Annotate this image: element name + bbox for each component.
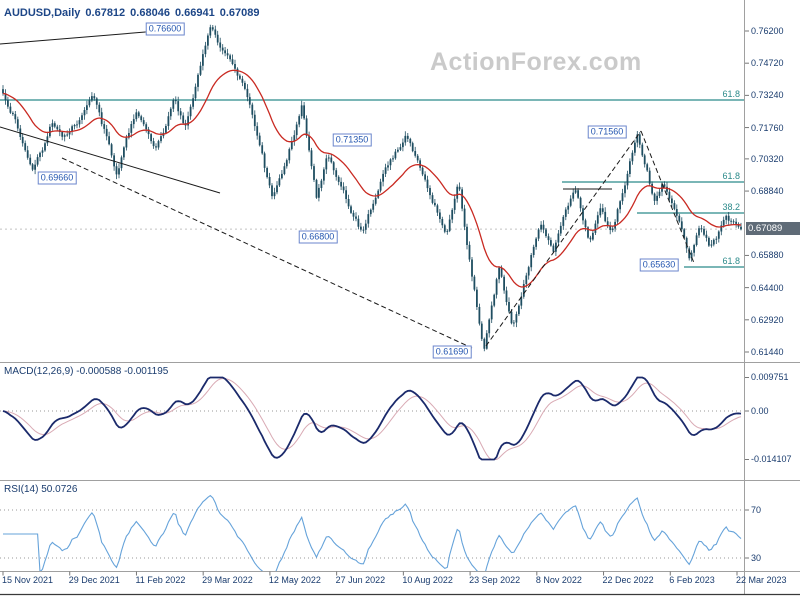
x-axis-date-label: 6 Feb 2023	[669, 575, 715, 585]
fib-ratio-label: 38.2	[722, 202, 740, 212]
ohlc-open: 0.67812	[85, 7, 126, 19]
ohlc-low: 0.66941	[174, 7, 215, 19]
x-axis-date-label: 22 Mar 2023	[735, 575, 787, 585]
fib-ratio-label: 61.8	[722, 89, 740, 99]
price-axis-tick-label: 0.68840	[751, 186, 784, 197]
x-axis-date-label: 23 Sep 2022	[469, 575, 521, 585]
price-axis-tick-label: 0.71760	[751, 122, 784, 133]
price-level-label: 0.76600	[145, 22, 185, 36]
x-axis-date-label: 29 Mar 2022	[202, 575, 253, 585]
price-axis-tick-label: 0.65880	[751, 250, 784, 261]
macd-signal-line	[2, 377, 742, 460]
price-axis-tick-label: 0.64400	[751, 282, 784, 293]
fib-ratio-label: 61.8	[722, 171, 740, 181]
rsi-axis-tick-label: 30	[751, 553, 762, 563]
rsi-axis-tick-label: 70	[751, 505, 762, 515]
macd-main-line	[2, 376, 742, 461]
symbol-timeframe-label: AUDUSD,Daily	[4, 7, 81, 19]
x-axis-date-label: 8 Nov 2022	[535, 575, 582, 585]
x-axis-date-label: 12 May 2022	[268, 575, 321, 585]
price-axis-tick-label: 0.74720	[751, 58, 784, 69]
price-level-label: 0.71350	[332, 133, 372, 147]
macd-axis-tick-label: 0.00	[751, 406, 769, 416]
trendline	[485, 130, 642, 347]
moving-average-line	[2, 69, 742, 288]
price-axis-tick-label: 0.70320	[751, 153, 784, 164]
chart-title: AUDUSD,Daily 0.67812 0.68046 0.66941 0.67089	[4, 7, 264, 19]
x-axis-date-label: 22 Dec 2022	[602, 575, 654, 585]
x-axis-date-label: 11 Feb 2022	[135, 575, 186, 585]
rsi-indicator-label: RSI(14) 50.0726	[4, 484, 78, 495]
macd-indicator-label: MACD(12,26,9) -0.000588 -0.001195	[4, 366, 169, 377]
price-level-label: 0.69660	[37, 171, 77, 185]
ohlc-high: 0.68046	[130, 7, 170, 19]
price-axis-tick-label: 0.62920	[751, 314, 784, 325]
x-axis-date-label: 29 Dec 2021	[68, 575, 120, 585]
price-level-label: 0.61690	[432, 345, 472, 359]
price-axis-tick-label: 0.61440	[751, 347, 784, 357]
x-axis-date-label: 15 Nov 2021	[2, 575, 54, 585]
trendline	[0, 126, 221, 194]
price-axis-tick-label: 0.73240	[751, 90, 784, 101]
macd-axis-tick-label: -0.014107	[751, 454, 792, 465]
ohlc-close: 0.67089	[219, 7, 260, 19]
x-axis-date-label: 10 Aug 2022	[402, 575, 453, 585]
x-axis-date-label: 27 Jun 2022	[335, 575, 386, 585]
trendline	[0, 29, 171, 45]
price-axis-tick-label: 0.76200	[751, 26, 784, 36]
price-level-label: 0.66800	[298, 230, 338, 244]
current-price-tag: 0.67089	[746, 222, 800, 235]
rsi-line	[3, 494, 742, 571]
price-level-label: 0.65630	[639, 258, 679, 272]
macd-axis-tick-label: 0.009751	[751, 372, 789, 383]
fib-ratio-label: 61.8	[722, 256, 740, 266]
price-level-label: 0.71560	[587, 125, 627, 139]
watermark: ActionForex.com	[430, 48, 642, 76]
trendline	[61, 157, 473, 349]
